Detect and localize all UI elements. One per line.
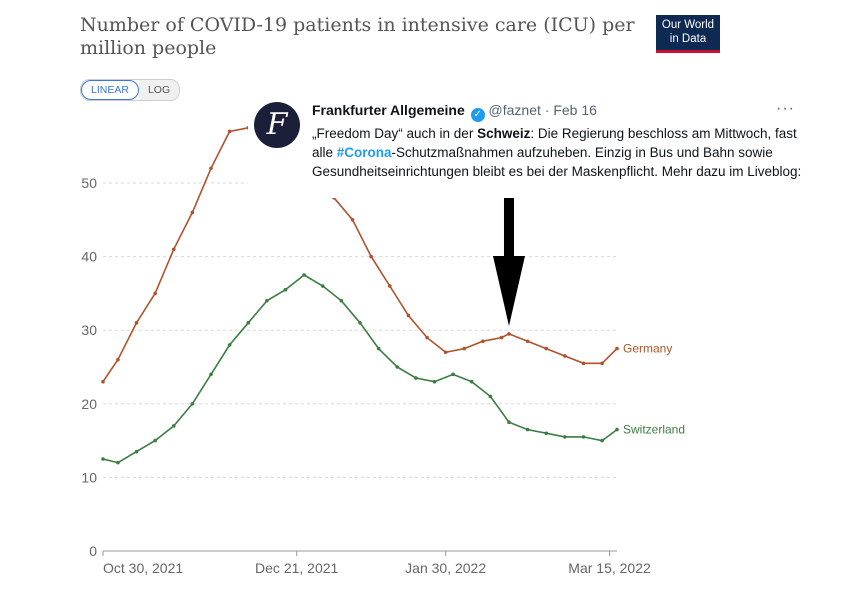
data-point-germany xyxy=(443,350,448,355)
data-point-switzerland xyxy=(171,424,176,428)
data-point-switzerland xyxy=(246,321,251,325)
tweet-header: Frankfurter Allgemeine ✓ @faznet · Feb 1… xyxy=(312,102,597,122)
data-point-switzerland xyxy=(302,273,306,277)
more-options-icon[interactable]: ··· xyxy=(776,100,795,117)
data-point-switzerland xyxy=(581,435,586,439)
x-tick-label: Jan 30, 2022 xyxy=(405,560,486,576)
tweet-text: „Freedom Day“ auch in der Schweiz: Die R… xyxy=(312,124,802,181)
series-line-switzerland xyxy=(102,274,618,464)
x-tick-label: Oct 30, 2021 xyxy=(103,560,183,576)
data-point-germany xyxy=(425,335,429,340)
logo-line-2: in Data xyxy=(669,33,707,45)
data-point-switzerland xyxy=(414,376,418,380)
tweet-text-1: „Freedom Day“ auch in der xyxy=(312,126,478,141)
y-tick-label: 40 xyxy=(81,249,97,265)
data-point-germany xyxy=(209,166,213,171)
tweet-author-name[interactable]: Frankfurter Allgemeine xyxy=(312,102,465,118)
data-point-switzerland xyxy=(320,284,325,288)
verified-badge-icon: ✓ xyxy=(470,108,485,122)
data-point-switzerland xyxy=(209,372,213,377)
data-point-switzerland xyxy=(376,346,381,351)
tweet-handle[interactable]: @faznet xyxy=(488,102,541,118)
data-point-germany xyxy=(600,361,604,366)
y-tick-label: 30 xyxy=(81,322,97,338)
owid-logo[interactable]: Our World in Data xyxy=(656,15,720,53)
data-point-switzerland xyxy=(358,321,362,325)
data-point-switzerland xyxy=(600,438,604,443)
data-point-switzerland xyxy=(116,460,120,465)
data-point-switzerland xyxy=(488,394,493,399)
tweet-text-bold: Schweiz xyxy=(477,126,531,141)
tweet-text-2: : Die Regierung beschloss am Mittwoch, f… xyxy=(312,126,797,160)
data-point-switzerland xyxy=(395,365,400,369)
annotation-arrow-head xyxy=(492,256,525,326)
chart-title: Number of COVID-19 patients in intensive… xyxy=(80,14,635,59)
data-point-germany xyxy=(171,247,176,252)
y-tick-label: 50 xyxy=(81,175,97,191)
log-scale-button[interactable]: LOG xyxy=(138,80,180,100)
data-point-switzerland xyxy=(451,372,455,377)
x-tick-label: Mar 15, 2022 xyxy=(568,560,651,576)
tweet-text-3: -Schutzmaßnahmen aufzuheben. Einzig in B… xyxy=(312,145,802,179)
data-point-switzerland xyxy=(615,427,619,432)
scale-toggle: LINEAR LOG xyxy=(80,79,181,101)
y-tick-label: 0 xyxy=(89,543,97,559)
faz-avatar[interactable]: F xyxy=(254,102,300,148)
data-point-germany xyxy=(581,361,586,366)
data-point-switzerland xyxy=(339,298,344,303)
data-point-switzerland xyxy=(525,427,530,432)
series-label-switzerland: Switzerland xyxy=(623,423,685,437)
data-point-germany xyxy=(387,284,392,288)
data-point-switzerland xyxy=(283,287,288,292)
data-point-germany xyxy=(499,335,504,340)
data-point-germany xyxy=(116,357,120,362)
x-tick-label: Dec 21, 2021 xyxy=(255,560,338,576)
data-point-germany xyxy=(481,339,485,344)
data-point-germany xyxy=(350,218,355,222)
tweet-card[interactable]: F Frankfurter Allgemeine ✓ @faznet · Feb… xyxy=(248,96,808,198)
data-point-switzerland xyxy=(469,379,474,384)
data-point-switzerland xyxy=(265,298,269,303)
data-point-germany xyxy=(101,379,105,384)
y-tick-label: 20 xyxy=(81,396,97,412)
tweet-date[interactable]: Feb 16 xyxy=(553,102,597,118)
data-point-germany xyxy=(190,210,195,215)
data-point-switzerland xyxy=(544,431,549,436)
data-point-germany xyxy=(406,313,411,318)
data-point-germany xyxy=(615,346,619,351)
annotation-arrow-shaft xyxy=(503,186,514,258)
data-point-switzerland xyxy=(432,379,437,384)
data-point-switzerland xyxy=(190,402,195,406)
logo-line-1: Our World xyxy=(661,19,715,31)
data-point-germany xyxy=(134,321,139,325)
data-point-switzerland xyxy=(227,343,232,347)
y-tick-label: 10 xyxy=(81,469,97,485)
data-point-germany xyxy=(525,339,530,344)
data-point-germany xyxy=(153,291,157,296)
data-point-germany xyxy=(544,346,549,351)
data-point-switzerland xyxy=(134,449,139,454)
linear-scale-button[interactable]: LINEAR xyxy=(81,80,139,100)
data-point-germany xyxy=(369,254,373,259)
data-point-germany xyxy=(462,346,467,351)
data-point-switzerland xyxy=(563,435,567,439)
data-point-switzerland xyxy=(153,438,157,443)
data-point-germany xyxy=(227,129,232,134)
data-point-germany xyxy=(507,332,511,336)
data-point-germany xyxy=(563,354,567,358)
data-point-switzerland xyxy=(101,457,105,461)
hashtag-link[interactable]: #Corona xyxy=(336,145,392,160)
tweet-separator: · xyxy=(544,102,550,118)
data-point-switzerland xyxy=(507,420,511,425)
series-label-germany: Germany xyxy=(623,342,672,356)
